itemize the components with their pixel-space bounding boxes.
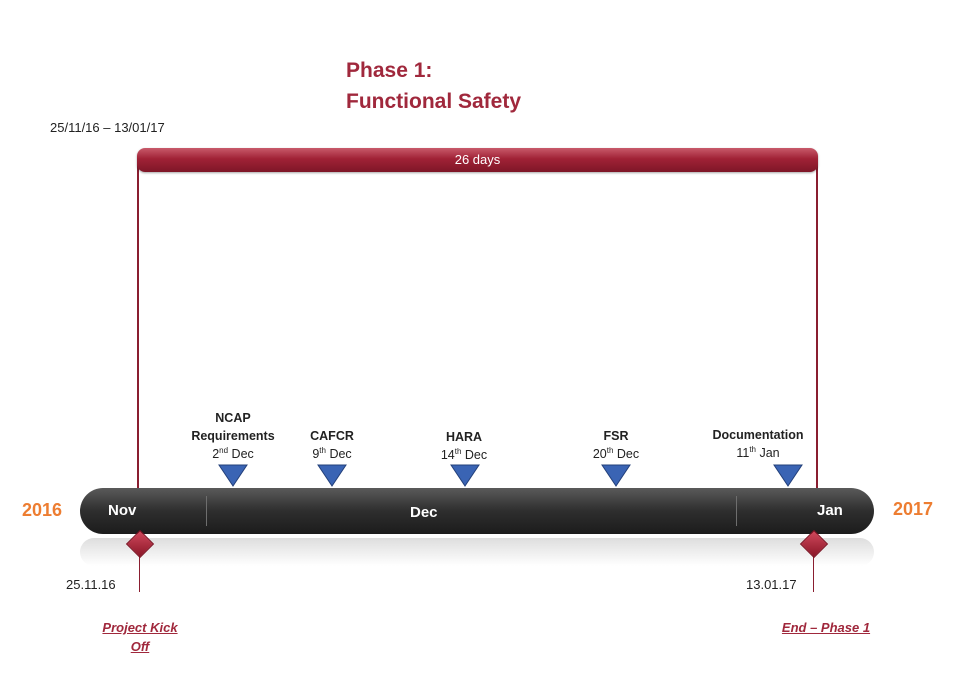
phase-duration-label: 26 days <box>454 152 501 167</box>
milestone-date: 9th Dec <box>312 445 352 461</box>
milestone-marker-icon <box>317 464 347 487</box>
month-label-jan: Jan <box>817 502 843 519</box>
milestone-label: HARA 14th Dec <box>414 428 514 464</box>
milestone-title: CAFCR <box>310 429 354 443</box>
month-divider <box>736 496 737 526</box>
milestone-marker-icon <box>450 464 480 487</box>
start-year: 2016 <box>22 500 63 520</box>
milestone-title: HARA <box>445 430 483 444</box>
timeline-reflection <box>80 538 874 566</box>
month-label-nov: Nov <box>108 502 137 519</box>
milestone-date: 2nd Dec <box>212 445 254 461</box>
phase-duration-bar: 26 days <box>137 148 818 172</box>
milestone-title: NCAP <box>215 411 251 425</box>
start-marker-stem <box>139 552 140 592</box>
phase-start-bracket-line <box>137 160 139 490</box>
timeline-bar <box>80 488 874 534</box>
milestone-title: FSR <box>603 429 629 443</box>
phase-date-range: 25/11/16 – 13/01/17 <box>50 120 165 135</box>
end-year: 2017 <box>893 499 934 519</box>
month-label-dec: Dec <box>410 504 438 521</box>
milestone-marker-icon <box>601 464 631 487</box>
milestone-date: 20th Dec <box>592 445 640 461</box>
start-milestone-label: Project Kick Off <box>102 620 178 654</box>
milestone-label: Documentation 11th Jan <box>698 426 818 462</box>
milestone-marker-icon <box>218 464 248 487</box>
milestone-date: 14th Dec <box>440 446 488 462</box>
end-date: 13.01.17 <box>746 577 797 592</box>
milestone-marker-icon <box>773 464 803 487</box>
milestone-label: CAFCR 9th Dec <box>282 427 382 463</box>
phase-title: Phase 1: Functional Safety <box>346 55 521 117</box>
milestone-label: NCAP Requirements 2nd Dec <box>183 409 283 463</box>
start-date: 25.11.16 <box>66 577 116 592</box>
milestone-date: 11th Jan <box>736 444 780 460</box>
month-divider <box>206 496 207 526</box>
end-milestone-label: End – Phase 1 <box>781 620 871 635</box>
phase-title-line1: Phase 1: <box>346 59 433 82</box>
milestone-title: Requirements <box>191 429 275 443</box>
phase-end-bracket-line <box>816 160 818 490</box>
milestone-label: FSR 20th Dec <box>566 427 666 463</box>
end-marker-stem <box>813 552 814 592</box>
phase-title-line2: Functional Safety <box>346 90 522 113</box>
milestone-title: Documentation <box>712 428 804 442</box>
